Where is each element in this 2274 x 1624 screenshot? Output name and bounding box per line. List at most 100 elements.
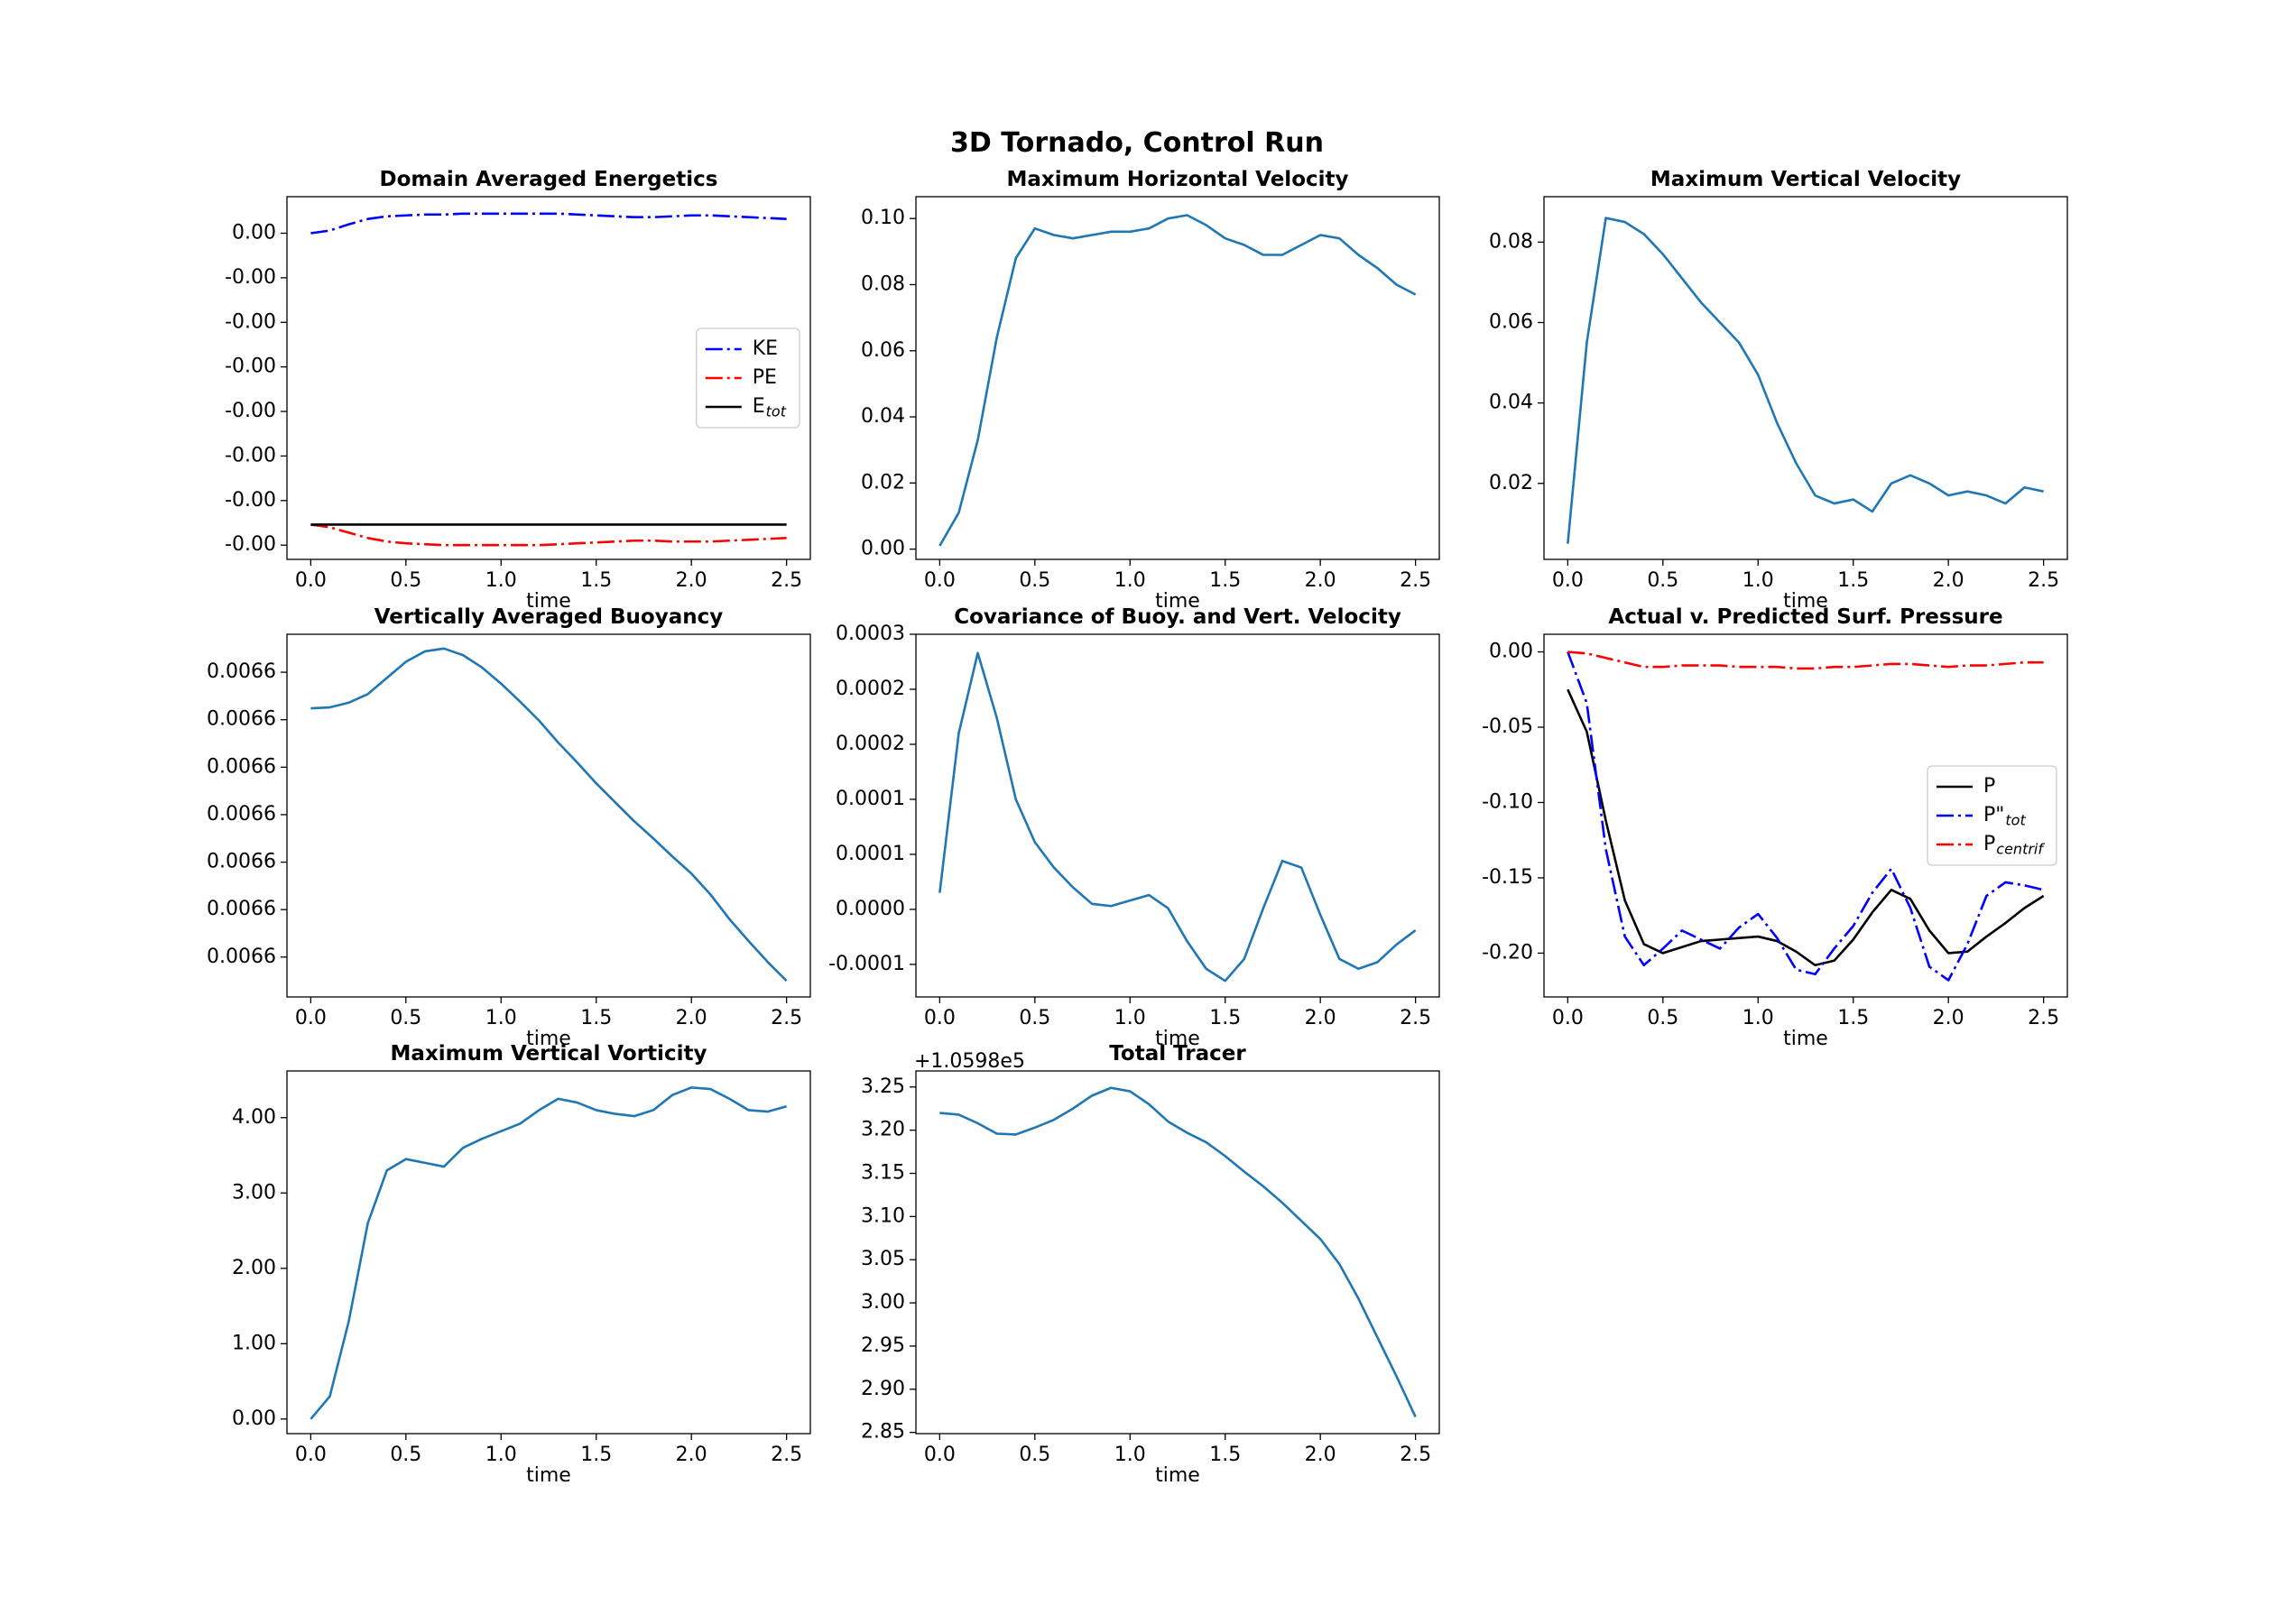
x-tick-label: 2.5: [1400, 1444, 1431, 1466]
x-tick-label: 1.0: [1114, 569, 1146, 592]
legend-subscript: tot: [766, 403, 787, 420]
series-line: [1567, 217, 2044, 544]
x-axis-label: time: [526, 1028, 571, 1050]
legend-label: PE: [753, 366, 777, 389]
y-tick-label: 0.04: [1489, 392, 1533, 414]
figure-title: 3D Tornado, Control Run: [950, 127, 1324, 159]
series-line: [310, 212, 787, 235]
y-tick-label: 0.0066: [207, 851, 276, 873]
y-tick-label: 0.00: [1489, 641, 1533, 663]
x-tick-label: 2.0: [1305, 1007, 1336, 1029]
x-tick-label: 2.5: [771, 1007, 802, 1029]
subplot: Maximum Vertical Vorticity 0.00 1.00 2.00 3.…: [232, 1042, 811, 1487]
y-tick-label: 3.00: [232, 1181, 276, 1204]
y-tick-label: -0.00: [225, 310, 276, 333]
subplot-title: Actual v. Predicted Surf. Pressure: [1608, 605, 2002, 629]
x-tick-label: 0.5: [1019, 569, 1050, 592]
subplot: Vertically Averaged Buoyancy 0.0066 0.0066…: [207, 605, 811, 1050]
legend-label: P": [1983, 804, 2004, 826]
axes-frame: [1543, 196, 2068, 560]
x-tick-label: 0.0: [1552, 1007, 1584, 1029]
subplot-title: Maximum Horizontal Velocity: [1006, 168, 1348, 191]
x-tick-label: 2.0: [1305, 569, 1336, 592]
x-tick-label: 1.5: [1209, 1007, 1241, 1029]
subplot-title: Maximum Vertical Velocity: [1650, 168, 1961, 191]
y-tick-label: -0.05: [1482, 715, 1533, 738]
x-axis-label: time: [526, 1464, 571, 1487]
subplot: Actual v. Predicted Surf. Pressure -0.20 -…: [1482, 605, 2068, 1050]
legend-label: KE: [753, 337, 778, 360]
x-tick-label: 2.5: [771, 1444, 802, 1466]
y-tick-label: 0.0003: [836, 623, 905, 645]
x-tick-label: 1.0: [485, 569, 517, 592]
y-tick-label: 0.0066: [207, 946, 276, 968]
x-tick-label: 0.0: [924, 569, 956, 592]
x-tick-label: 0.5: [390, 1007, 421, 1029]
x-tick-label: 0.5: [390, 569, 421, 592]
series-line: [1567, 651, 2044, 982]
x-tick-label: 2.5: [771, 569, 802, 592]
y-tick-label: 0.0066: [207, 803, 276, 826]
y-tick-label: 0.02: [1489, 472, 1533, 494]
y-tick-label: 4.00: [232, 1106, 276, 1129]
y-tick-label: 0.00: [232, 221, 276, 244]
x-tick-label: 0.0: [295, 569, 327, 592]
y-tick-label: 0.02: [861, 471, 905, 494]
subplot-title: Maximum Vertical Vorticity: [391, 1042, 707, 1066]
x-tick-label: 2.5: [1400, 569, 1431, 592]
x-axis-label: time: [1155, 590, 1200, 613]
y-tick-label: 2.00: [232, 1257, 276, 1279]
y-tick-label: -0.00: [225, 489, 276, 512]
x-tick-label: 1.5: [1837, 1007, 1869, 1029]
x-tick-label: 2.0: [676, 569, 707, 592]
y-tick-label: -0.00: [225, 355, 276, 378]
y-tick-label: 0.04: [861, 405, 905, 428]
x-tick-label: 0.0: [295, 1007, 327, 1029]
x-tick-label: 2.0: [676, 1444, 707, 1466]
y-tick-label: -0.0001: [828, 953, 905, 975]
y-tick-label: -0.15: [1482, 866, 1533, 889]
x-tick-label: 1.5: [580, 569, 612, 592]
y-tick-label: 3.15: [861, 1162, 905, 1185]
y-tick-label: -0.00: [225, 444, 276, 466]
axes-frame: [915, 633, 1440, 998]
x-tick-label: 0.5: [390, 1444, 421, 1466]
axes-frame: [915, 196, 1440, 560]
y-tick-label: 0.0002: [836, 733, 905, 755]
axes-frame: [915, 1070, 1440, 1435]
y-tick-label: 2.85: [861, 1421, 905, 1444]
y-tick-label: 3.20: [861, 1119, 905, 1141]
x-tick-label: 1.0: [1742, 569, 1774, 592]
y-tick-label: -0.20: [1482, 941, 1533, 964]
x-tick-label: 1.0: [1114, 1007, 1146, 1029]
x-tick-label: 0.5: [1647, 569, 1678, 592]
axes-frame: [286, 1070, 811, 1435]
axes-frame: [286, 633, 811, 998]
axes-frame: [1543, 633, 2068, 998]
y-tick-label: 0.0002: [836, 678, 905, 700]
x-tick-label: 0.5: [1019, 1444, 1050, 1466]
x-tick-label: 2.0: [1305, 1444, 1336, 1466]
y-tick-label: 0.0066: [207, 898, 276, 920]
y-tick-label: 0.00: [232, 1407, 276, 1430]
y-tick-label: 0.06: [1489, 310, 1533, 333]
y-tick-label: 3.10: [861, 1204, 905, 1227]
x-tick-label: 0.0: [295, 1444, 327, 1466]
subplot-title: Covariance of Buoy. and Vert. Velocity: [954, 605, 1401, 629]
y-tick-label: 0.0066: [207, 755, 276, 778]
y-tick-label: 0.06: [861, 339, 905, 362]
subplot-title: Domain Averaged Energetics: [380, 168, 718, 191]
series-line: [939, 1086, 1417, 1417]
legend: P P" tot P centrif: [1927, 765, 2057, 866]
y-tick-label: 1.00: [232, 1332, 276, 1354]
x-tick-label: 1.5: [580, 1444, 612, 1466]
y-tick-label: 3.00: [861, 1291, 905, 1314]
x-tick-label: 1.0: [1742, 1007, 1774, 1029]
y-tick-label: 2.95: [861, 1334, 905, 1357]
y-tick-label: -0.00: [225, 400, 276, 422]
x-tick-label: 1.0: [485, 1444, 517, 1466]
legend-label: E: [753, 395, 765, 418]
x-tick-label: 1.5: [1837, 569, 1869, 592]
subplot: Maximum Horizontal Velocity 0.00 0.02 0.04 0…: [861, 168, 1440, 613]
